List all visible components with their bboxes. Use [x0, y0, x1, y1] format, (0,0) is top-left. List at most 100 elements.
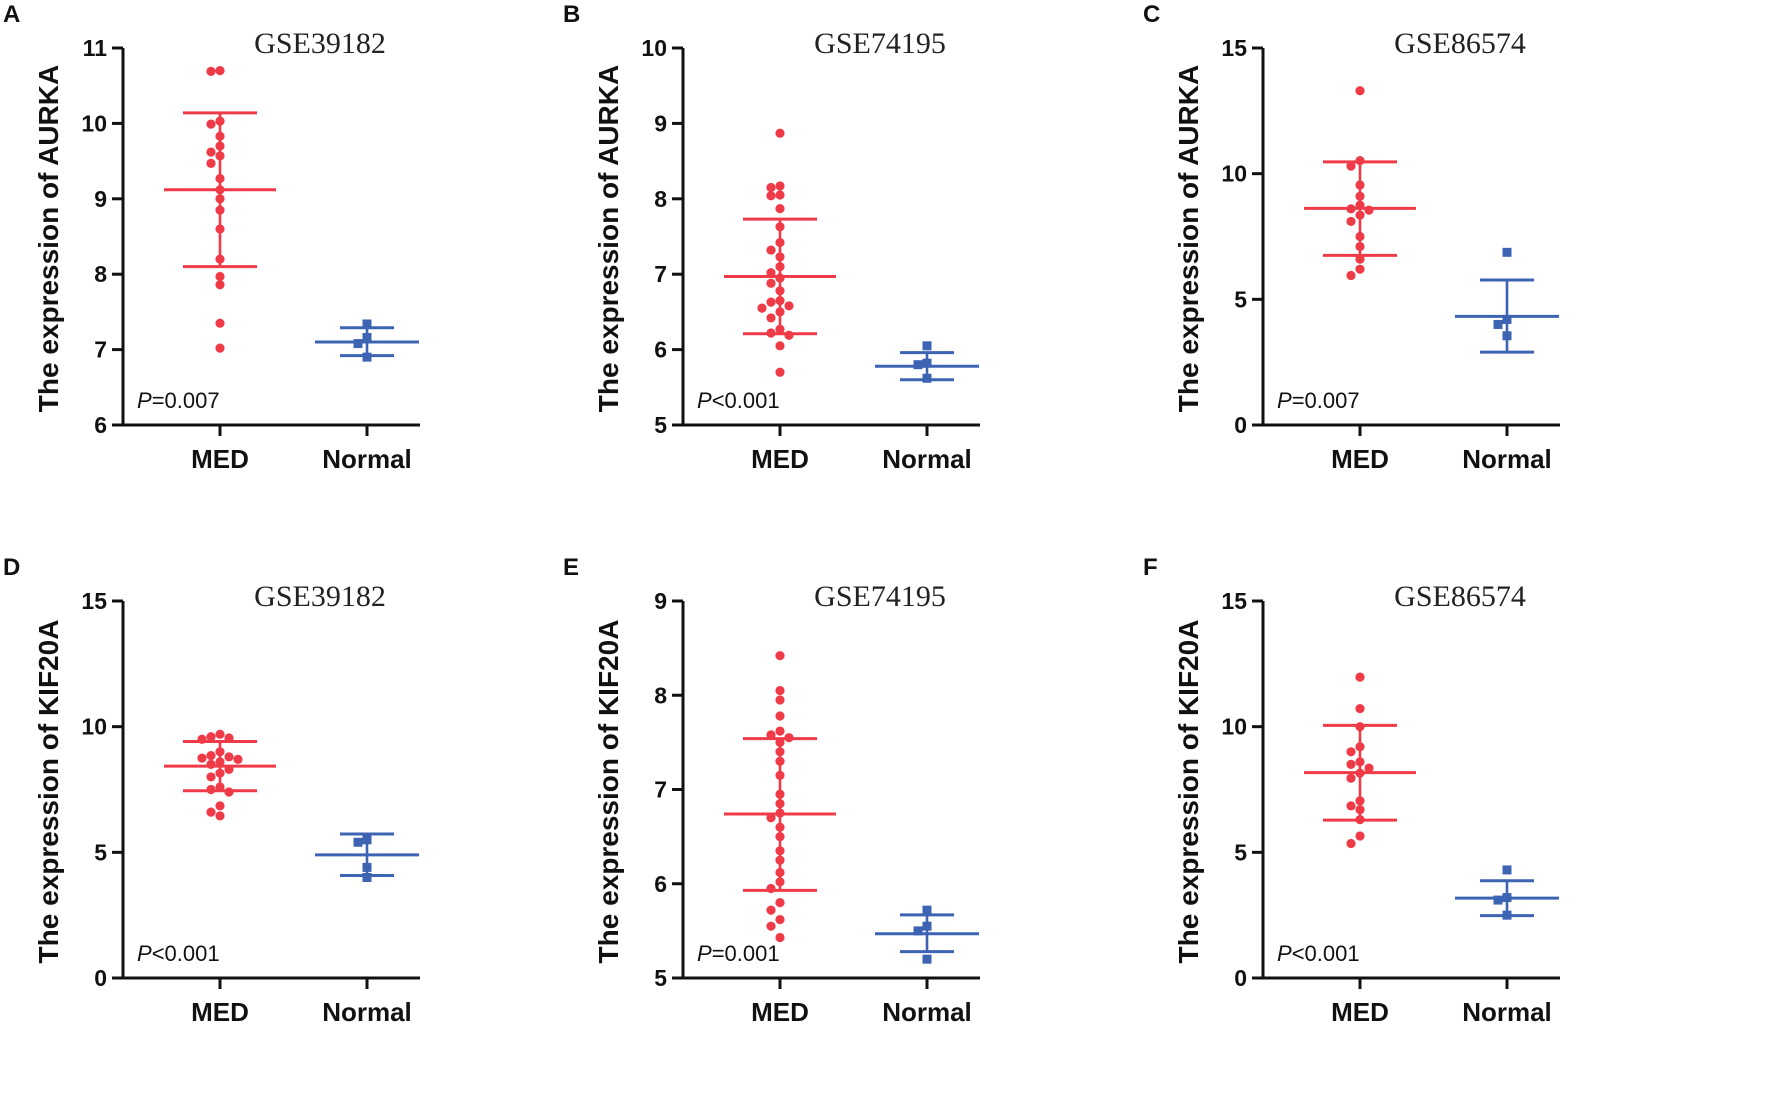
data-point-normal: [922, 341, 932, 351]
y-axis-label: The expression of AURKA: [593, 65, 624, 412]
data-point-med: [775, 341, 785, 351]
p-value: P<0.001: [697, 388, 780, 413]
data-point-med: [215, 811, 225, 821]
data-point-med: [775, 914, 785, 925]
y-tick-label: 10: [641, 35, 667, 61]
chart-title: GSE39182: [254, 27, 386, 60]
x-category-label: Normal: [882, 444, 972, 474]
p-value-text: =0.007: [152, 388, 220, 413]
x-category-label: Normal: [1462, 444, 1552, 474]
panel-f: F GSE86574 The expression of KIF20A 0 5 10 15 M…: [1143, 554, 1560, 1027]
data-point-normal: [362, 319, 372, 329]
p-value-symbol: P: [1277, 941, 1292, 966]
data-point-med: [775, 711, 785, 721]
chart-title: GSE74195: [814, 27, 946, 60]
p-value-symbol: P: [137, 388, 152, 413]
panel-letter: C: [1143, 1, 1160, 28]
data-point-med: [1346, 801, 1356, 811]
data-point-med: [775, 898, 785, 908]
data-point-med: [206, 807, 216, 817]
data-point-med: [775, 367, 785, 377]
data-point-med: [215, 729, 225, 739]
data-point-med: [215, 801, 225, 811]
p-value-text: <0.001: [712, 388, 780, 413]
data-point-med: [215, 271, 225, 282]
data-point-med: [1355, 264, 1365, 274]
data-point-med: [1346, 773, 1356, 783]
data-point-med: [1346, 216, 1356, 227]
data-point-med: [1346, 838, 1356, 849]
data-point-med: [206, 158, 216, 168]
panel-b: B GSE74195 The expression of AURKA 5 6 7 8 9 10 M…: [563, 1, 980, 474]
y-tick-label: 7: [654, 261, 667, 287]
data-point-med: [766, 182, 776, 193]
y-tick-label: 5: [654, 965, 667, 991]
p-value: P=0.007: [1277, 388, 1360, 413]
chart-title: GSE86574: [1394, 580, 1526, 613]
data-point-med: [1355, 86, 1365, 96]
data-point-med: [775, 181, 785, 191]
data-point-med: [766, 313, 776, 323]
data-point-med: [775, 695, 785, 705]
panel-c: C GSE86574 The expression of AURKA 0 5 10 15 ME…: [1143, 1, 1560, 474]
y-tick-label: 15: [81, 588, 107, 614]
panel-letter: E: [563, 554, 579, 581]
panel-e: E GSE74195 The expression of KIF20A 5 6 7 8 9 ME…: [563, 554, 980, 1027]
data-point-med: [206, 119, 216, 129]
x-category-label: MED: [751, 444, 809, 474]
y-tick-label: 7: [654, 777, 667, 803]
p-value-symbol: P: [137, 941, 152, 966]
panel-letter: F: [1143, 554, 1158, 581]
data-point-med: [775, 204, 785, 214]
data-point-med: [775, 685, 785, 696]
y-tick-label: 0: [1234, 412, 1247, 438]
data-point-med: [1355, 831, 1365, 841]
y-tick-label: 5: [1234, 286, 1247, 312]
data-point-med: [775, 932, 785, 943]
y-axis-label: The expression of AURKA: [33, 65, 64, 412]
data-point-med: [1346, 161, 1356, 171]
p-value-symbol: P: [1277, 388, 1292, 413]
data-point-med: [206, 147, 216, 157]
y-tick-label: 5: [94, 839, 107, 865]
data-point-normal: [362, 872, 372, 882]
x-category-label: Normal: [1462, 997, 1552, 1027]
data-point-med: [766, 191, 776, 201]
data-point-normal: [353, 837, 363, 847]
y-tick-label: 6: [654, 337, 667, 363]
y-tick-label: 10: [81, 714, 107, 740]
p-value: P=0.007: [137, 388, 220, 413]
y-tick-label: 6: [654, 871, 667, 897]
data-point-med: [206, 66, 216, 76]
panel-a: A GSE39182 The expression of AURKA 6 7 8 9 10 11…: [3, 1, 420, 474]
data-point-normal: [1502, 865, 1512, 875]
data-point-med: [775, 726, 785, 736]
data-point-med: [215, 318, 225, 328]
x-category-label: Normal: [322, 444, 412, 474]
x-category-label: Normal: [322, 997, 412, 1027]
p-value-text: <0.001: [152, 941, 220, 966]
x-category-label: MED: [1331, 444, 1389, 474]
y-tick-label: 10: [1221, 714, 1247, 740]
y-tick-label: 0: [94, 965, 107, 991]
data-point-normal: [913, 360, 923, 370]
y-tick-label: 15: [1221, 588, 1247, 614]
data-point-normal: [1502, 247, 1512, 257]
p-value: P=0.001: [697, 941, 780, 966]
x-category-label: MED: [191, 997, 249, 1027]
y-tick-label: 8: [654, 186, 667, 212]
y-tick-label: 7: [94, 337, 107, 363]
y-tick-label: 0: [1234, 965, 1247, 991]
data-point-med: [1355, 672, 1365, 682]
p-value-text: <0.001: [1292, 941, 1360, 966]
y-tick-label: 9: [654, 588, 667, 614]
data-point-med: [215, 66, 225, 76]
data-point-normal: [1493, 319, 1503, 329]
data-point-med: [1355, 703, 1365, 714]
y-tick-label: 6: [94, 412, 107, 438]
panel-letter: B: [563, 1, 580, 28]
data-point-med: [766, 278, 776, 288]
y-tick-label: 10: [1221, 161, 1247, 187]
data-point-med: [775, 651, 785, 661]
y-tick-label: 5: [654, 412, 667, 438]
